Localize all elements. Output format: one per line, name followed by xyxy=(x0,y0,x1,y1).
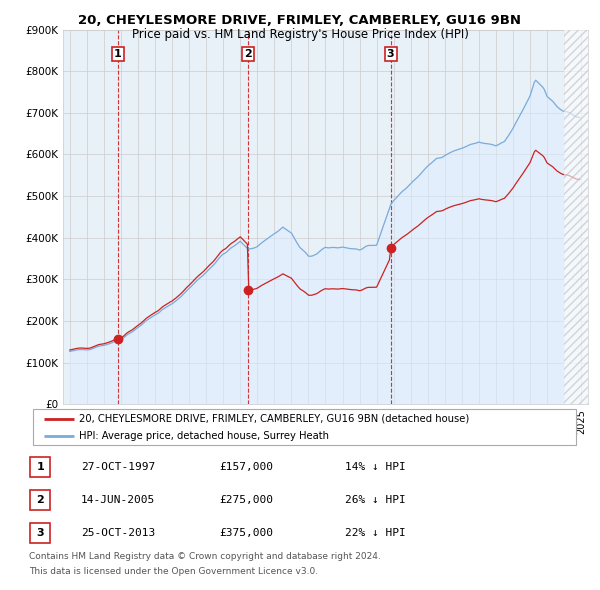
Text: 22% ↓ HPI: 22% ↓ HPI xyxy=(345,528,406,537)
Text: Price paid vs. HM Land Registry's House Price Index (HPI): Price paid vs. HM Land Registry's House … xyxy=(131,28,469,41)
Text: 14-JUN-2005: 14-JUN-2005 xyxy=(81,495,155,504)
Text: 2: 2 xyxy=(244,49,252,59)
Text: £375,000: £375,000 xyxy=(219,528,273,537)
Text: 25-OCT-2013: 25-OCT-2013 xyxy=(81,528,155,537)
Text: 1: 1 xyxy=(37,462,44,471)
Text: 20, CHEYLESMORE DRIVE, FRIMLEY, CAMBERLEY, GU16 9BN (detached house): 20, CHEYLESMORE DRIVE, FRIMLEY, CAMBERLE… xyxy=(79,414,469,424)
Text: 3: 3 xyxy=(387,49,394,59)
Text: 27-OCT-1997: 27-OCT-1997 xyxy=(81,462,155,471)
Text: 14% ↓ HPI: 14% ↓ HPI xyxy=(345,462,406,471)
Text: £157,000: £157,000 xyxy=(219,462,273,471)
Text: 3: 3 xyxy=(37,528,44,537)
Text: £275,000: £275,000 xyxy=(219,495,273,504)
Text: This data is licensed under the Open Government Licence v3.0.: This data is licensed under the Open Gov… xyxy=(29,567,318,576)
Text: Contains HM Land Registry data © Crown copyright and database right 2024.: Contains HM Land Registry data © Crown c… xyxy=(29,552,380,561)
Text: 2: 2 xyxy=(37,495,44,504)
Text: 20, CHEYLESMORE DRIVE, FRIMLEY, CAMBERLEY, GU16 9BN: 20, CHEYLESMORE DRIVE, FRIMLEY, CAMBERLE… xyxy=(79,14,521,27)
Text: 1: 1 xyxy=(114,49,122,59)
Text: HPI: Average price, detached house, Surrey Heath: HPI: Average price, detached house, Surr… xyxy=(79,431,329,441)
Text: 26% ↓ HPI: 26% ↓ HPI xyxy=(345,495,406,504)
